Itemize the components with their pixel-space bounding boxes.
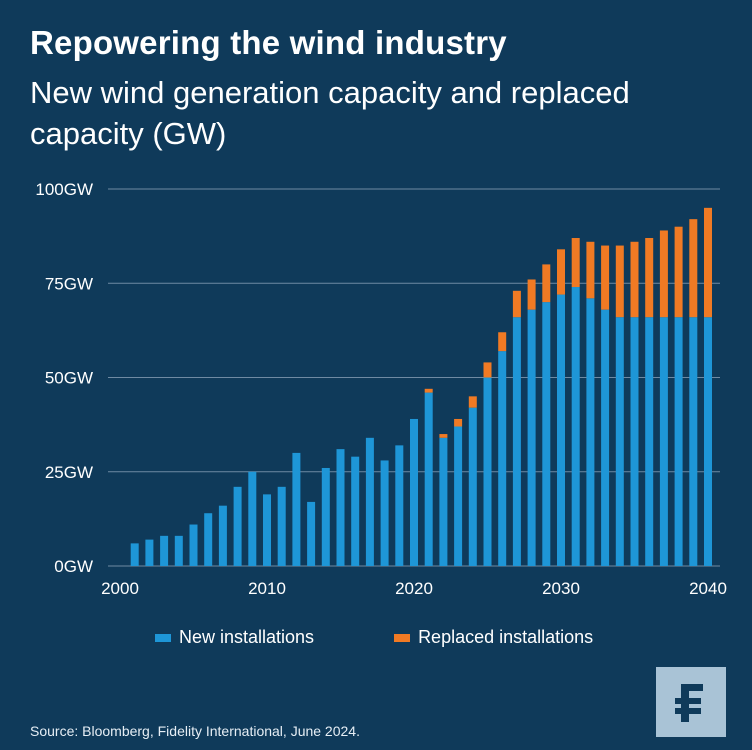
bar-new-installations: [307, 501, 316, 566]
bar-new-installations: [218, 505, 227, 566]
bar-new-installations: [263, 494, 271, 566]
x-axis-tick-labels: 2000 2010 2020 2030 2040: [101, 579, 727, 598]
fidelity-f-logo-icon: [675, 684, 703, 722]
bar-new-installations: [704, 317, 712, 566]
bar-new-installations: [145, 539, 154, 566]
bar-replaced-installations: [674, 226, 683, 318]
bar-new-installations: [571, 287, 580, 566]
bar-replaced-installations: [630, 241, 639, 318]
bar-replaced-installations: [615, 245, 624, 318]
y-tick-label: 50GW: [45, 369, 93, 388]
legend-swatch-new: [155, 633, 171, 642]
bar-replaced-installations: [659, 230, 668, 318]
bar-new-installations: [365, 437, 374, 566]
bar-new-installations: [512, 317, 521, 566]
bar-new-installations: [527, 309, 536, 566]
bar-replaced-installations: [571, 238, 580, 288]
bar-new-installations: [336, 449, 345, 566]
bar-new-installations: [380, 460, 389, 566]
bar-new-installations: [248, 471, 257, 566]
x-tick-label: 2030: [542, 579, 580, 598]
y-tick-label: 75GW: [45, 274, 93, 293]
y-axis-tick-labels: 0GW 25GW 50GW 75GW 100GW: [35, 180, 93, 576]
bar-new-installations: [160, 535, 169, 566]
bar-new-installations: [233, 486, 242, 566]
bar-replaced-installations: [542, 264, 551, 303]
bar-new-installations: [395, 445, 404, 566]
y-tick-label: 100GW: [35, 180, 93, 199]
bar-replaced-installations: [454, 418, 463, 427]
bars: [130, 207, 712, 566]
bar-replaced-installations: [527, 279, 536, 310]
bar-replaced-installations: [689, 219, 698, 318]
bar-new-installations: [586, 298, 595, 566]
fidelity-logo: [656, 667, 726, 737]
bar-new-installations: [498, 351, 507, 566]
bar-new-installations: [483, 377, 492, 566]
bar-replaced-installations: [483, 362, 492, 378]
bar-replaced-installations: [512, 290, 521, 318]
bar-new-installations: [351, 456, 360, 566]
bar-replaced-installations: [557, 249, 565, 295]
bar-new-installations: [424, 392, 433, 566]
bar-new-installations: [659, 317, 668, 566]
bar-new-installations: [542, 302, 551, 566]
bar-new-installations: [410, 418, 418, 566]
chart-subtitle: New wind generation capacity and replace…: [30, 75, 630, 151]
x-tick-label: 2040: [689, 579, 727, 598]
y-tick-label: 0GW: [54, 557, 93, 576]
chart-title: Repowering the wind industry: [30, 24, 507, 61]
bar-new-installations: [321, 467, 330, 566]
bar-new-installations: [601, 309, 610, 566]
bar-new-installations: [189, 524, 198, 566]
bar-new-installations: [292, 452, 301, 566]
bar-new-installations: [204, 513, 213, 566]
bar-replaced-installations: [645, 238, 654, 318]
legend: New installations Replaced installations: [155, 627, 673, 648]
bar-new-installations: [557, 294, 565, 566]
bar-new-installations: [454, 426, 463, 566]
bar-new-installations: [174, 535, 183, 566]
legend-label-new: New installations: [179, 627, 315, 647]
bar-new-installations: [689, 317, 698, 566]
bar-new-installations: [439, 437, 448, 566]
bar-new-installations: [615, 317, 624, 566]
source-note: Source: Bloomberg, Fidelity Internationa…: [30, 723, 360, 739]
x-tick-label: 2020: [395, 579, 433, 598]
bar-replaced-installations: [601, 245, 610, 310]
legend-item-replaced: Replaced installations: [394, 627, 593, 648]
bar-replaced-installations: [498, 332, 507, 352]
legend-swatch-replaced: [394, 633, 411, 642]
bar-new-installations: [468, 407, 477, 566]
bar-replaced-installations: [468, 396, 477, 408]
bar-new-installations: [277, 486, 286, 566]
bar-new-installations: [674, 317, 683, 566]
bar-new-installations: [645, 317, 654, 566]
x-tick-label: 2010: [248, 579, 286, 598]
bar-replaced-installations: [439, 434, 448, 438]
y-tick-label: 25GW: [45, 463, 93, 482]
bar-replaced-installations: [424, 388, 433, 393]
legend-item-new: New installations: [155, 627, 314, 648]
bar-replaced-installations: [586, 241, 595, 299]
x-tick-label: 2000: [101, 579, 139, 598]
legend-label-replaced: Replaced installations: [418, 627, 594, 647]
bar-new-installations: [130, 543, 139, 566]
bar-replaced-installations: [704, 207, 712, 318]
bar-new-installations: [630, 317, 639, 566]
